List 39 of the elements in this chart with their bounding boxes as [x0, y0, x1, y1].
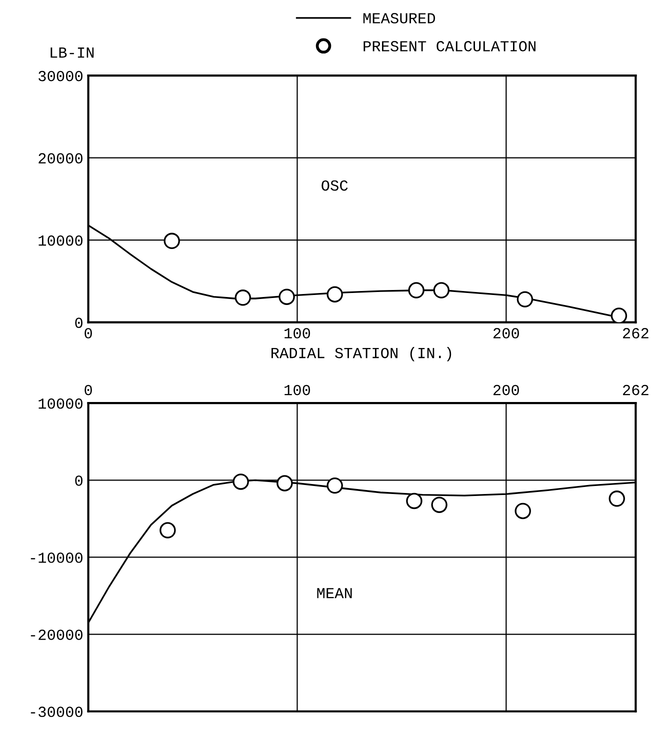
- point: [608, 490, 626, 507]
- point: [278, 288, 295, 305]
- x-tick-label: 100: [284, 328, 310, 338]
- x-tick-label: 262: [623, 328, 648, 338]
- annotation: MEAN: [317, 588, 352, 598]
- point: [431, 496, 448, 513]
- x-tick-label: 100: [284, 384, 310, 396]
- point: [610, 308, 628, 322]
- x-tick-label: 262: [623, 384, 648, 396]
- legend-label: MEASURED: [363, 13, 436, 24]
- point: [232, 474, 249, 490]
- y-tick-label: 10000: [38, 235, 82, 246]
- point: [276, 475, 293, 492]
- point: [160, 522, 176, 538]
- point: [326, 286, 343, 302]
- y-tick-label: -20000: [30, 630, 82, 640]
- point: [514, 502, 531, 520]
- y-tick-label: -10000: [30, 552, 82, 563]
- point: [408, 282, 424, 298]
- y-tick-label: 30000: [38, 70, 82, 82]
- x-tick-label: 0: [84, 384, 92, 396]
- legend-label: PRESENT CALCULATION: [364, 41, 536, 52]
- point: [406, 492, 422, 510]
- y-tick-label: -30000: [30, 706, 82, 718]
- x-axis-title: RADIAL STATION (IN.): [272, 346, 452, 362]
- x-tick-label: 200: [493, 384, 519, 396]
- y-tick-label: 20000: [38, 153, 82, 164]
- y-tick-label: 10000: [38, 398, 82, 409]
- point: [516, 291, 534, 308]
- y-tick-label: 0: [75, 475, 82, 486]
- x-tick-label: 200: [493, 328, 519, 338]
- y-axis-title: LB-IN: [50, 48, 94, 58]
- point: [326, 477, 343, 494]
- point: [164, 232, 180, 250]
- x-tick-label: 0: [84, 328, 92, 338]
- annotation: OSC: [322, 180, 348, 191]
- y-tick-label: 0: [75, 318, 82, 328]
- point: [433, 282, 450, 298]
- point: [234, 290, 252, 306]
